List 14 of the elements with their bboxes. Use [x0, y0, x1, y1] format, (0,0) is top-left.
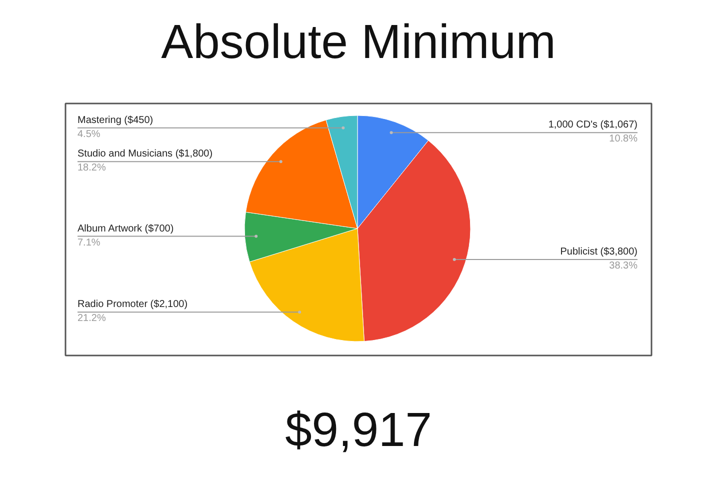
data-label: 18.2% — [78, 162, 106, 174]
slice-label: Album Artwork ($700) — [78, 223, 174, 234]
chart-title: Absolute Minimum — [161, 16, 556, 69]
slice-label: Publicist ($3,800) — [560, 246, 638, 258]
data-label: 21.2% — [78, 313, 106, 324]
slice-label: 1,000 CD's ($1,067) — [548, 120, 638, 131]
data-label: 38.3% — [609, 260, 638, 272]
data-label: 10.8% — [609, 134, 638, 145]
text: $9,917 — [285, 404, 432, 457]
slice-label: Mastering ($450) — [78, 114, 154, 126]
data-label: 4.5% — [78, 128, 100, 140]
slice-label: Studio and Musicians ($1,800) — [78, 148, 213, 160]
slice-label: Radio Promoter ($2,100) — [78, 299, 188, 310]
data-label: 7.1% — [78, 237, 100, 248]
